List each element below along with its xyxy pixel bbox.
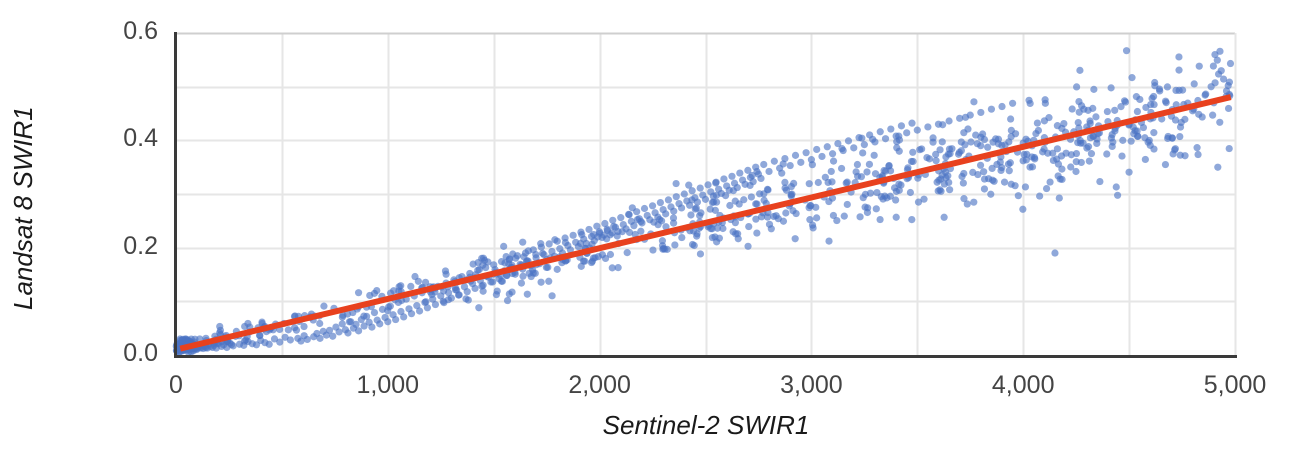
axis-lines <box>174 32 1237 358</box>
y-tick-label: 0.4 <box>123 124 158 153</box>
x-tick-label: 0 <box>169 371 183 399</box>
y-tick-label: 0.6 <box>123 17 158 45</box>
x-tick-label: 5,000 <box>1203 371 1267 399</box>
plot-border <box>176 32 1237 355</box>
y-axis-title: Landsat 8 SWIR1 <box>8 106 38 310</box>
y-tick-label: 0.2 <box>123 231 158 260</box>
x-tick-label: 3,000 <box>780 371 843 399</box>
x-tick-label: 1,000 <box>356 371 420 399</box>
x-axis-title: Sentinel-2 SWIR1 <box>602 410 810 440</box>
x-tick-label: 4,000 <box>991 371 1055 399</box>
trendline <box>179 94 1232 352</box>
x-tick-label: 2,000 <box>568 371 631 399</box>
x-gridlines <box>281 33 1237 355</box>
y-tick-label: 0.0 <box>123 339 158 367</box>
